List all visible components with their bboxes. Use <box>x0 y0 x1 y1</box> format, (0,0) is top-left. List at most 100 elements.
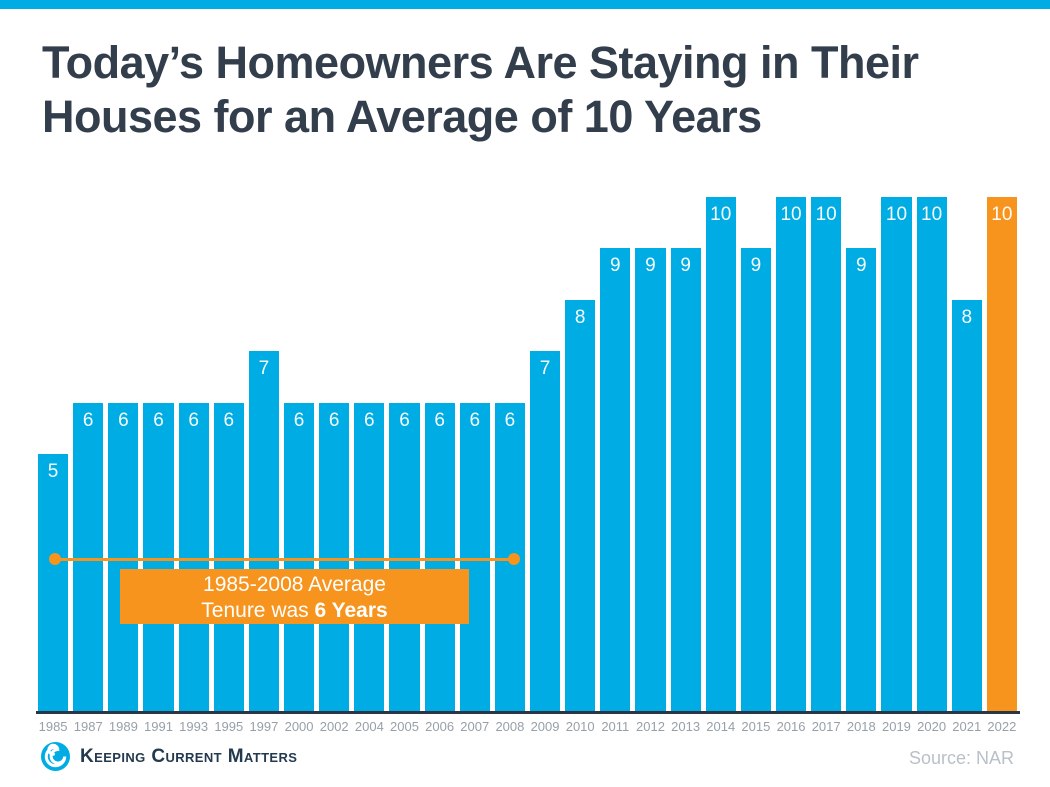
callout-line1: 1985-2008 Average <box>203 573 386 596</box>
bar-value-label: 5 <box>47 461 59 482</box>
span-line-start-dot <box>49 553 62 565</box>
bar-value-label: 10 <box>921 204 943 225</box>
x-tick-2002: 2002 <box>319 719 349 734</box>
x-tick-1997: 1997 <box>249 719 279 734</box>
average-tenure-span-line <box>49 553 521 565</box>
bar-value-label: 10 <box>991 204 1013 225</box>
bars-container: 5 6 6 6 6 6 7 6 6 6 6 6 6 6 7 8 9 9 9 10 9 10 10 9 10 10 8 10 <box>38 197 1017 711</box>
x-tick-2007: 2007 <box>460 719 490 734</box>
footer: Keeping Current Matters Source: NAR <box>0 737 1050 787</box>
bar-value-label: 7 <box>539 358 551 380</box>
bar-value-label: 9 <box>750 255 762 277</box>
bar-value-label: 10 <box>780 204 802 225</box>
average-tenure-callout: 1985-2008 Average Tenure was 6 Years <box>120 569 469 624</box>
x-tick-2020: 2020 <box>917 719 947 734</box>
bar-value-label: 6 <box>293 409 305 431</box>
x-tick-1993: 1993 <box>179 719 209 734</box>
bar-value-label: 10 <box>815 204 837 225</box>
kcm-swirl-icon <box>40 741 71 772</box>
x-tick-2004: 2004 <box>354 719 384 734</box>
bar-2013: 9 <box>670 248 701 711</box>
bar-2009: 7 <box>529 351 561 711</box>
x-tick-2018: 2018 <box>846 719 876 734</box>
bar-value-label: 6 <box>82 409 94 431</box>
bar-2022: 10 <box>986 197 1017 711</box>
chart-title-line2: Houses for an Average of 10 Years <box>42 91 762 142</box>
bar-1993: 6 <box>178 402 209 711</box>
bar-2007: 6 <box>459 402 490 711</box>
chart-title-line1: Today’s Homeowners Are Staying in Their <box>42 37 919 88</box>
x-tick-2011: 2011 <box>601 719 630 734</box>
bar-2005: 6 <box>389 402 420 711</box>
bar-2021: 8 <box>951 299 982 711</box>
x-axis-line <box>36 711 1020 714</box>
top-accent-bar <box>0 0 1050 9</box>
x-tick-2021: 2021 <box>952 719 982 734</box>
chart-title: Today’s Homeowners Are Staying in Their … <box>42 36 1022 144</box>
x-tick-2008: 2008 <box>495 719 525 734</box>
bar-value-label: 8 <box>961 306 973 328</box>
keeping-current-matters-logo: Keeping Current Matters <box>40 741 297 772</box>
bar-2000: 6 <box>283 402 315 711</box>
span-line-end-dot <box>508 553 521 565</box>
x-tick-2009: 2009 <box>530 719 560 734</box>
x-tick-2019: 2019 <box>881 719 911 734</box>
bar-value-label: 6 <box>188 409 199 431</box>
bar-value-label: 6 <box>153 409 164 431</box>
bar-2006: 6 <box>424 402 455 711</box>
bar-value-label: 9 <box>645 255 656 277</box>
x-tick-1995: 1995 <box>214 719 244 734</box>
bar-1989: 6 <box>108 402 139 711</box>
x-tick-2012: 2012 <box>636 719 665 734</box>
x-tick-2017: 2017 <box>811 719 841 734</box>
bar-2015: 9 <box>740 248 771 711</box>
bar-1991: 6 <box>143 402 174 711</box>
bar-value-label: 6 <box>118 409 129 431</box>
bar-2010: 8 <box>565 299 596 711</box>
bar-2019: 10 <box>881 197 912 711</box>
bar-value-label: 7 <box>258 358 270 380</box>
bar-value-label: 10 <box>710 204 732 225</box>
bar-chart: 5 6 6 6 6 6 7 6 6 6 6 6 6 6 7 8 9 9 9 10 9 10 10 9 10 10 8 10 1985 1… <box>36 197 1020 734</box>
bar-value-label: 6 <box>364 409 375 431</box>
bar-value-label: 6 <box>223 409 235 431</box>
bar-value-label: 6 <box>504 409 516 431</box>
x-tick-2015: 2015 <box>741 719 771 734</box>
bar-value-label: 6 <box>328 409 340 431</box>
x-tick-2022: 2022 <box>987 719 1017 734</box>
bar-value-label: 10 <box>885 204 908 225</box>
bar-value-label: 9 <box>610 255 621 277</box>
bar-1997: 7 <box>248 351 279 711</box>
x-tick-2016: 2016 <box>776 719 806 734</box>
bar-2014: 10 <box>705 197 736 711</box>
x-axis-labels: 1985 1987 1989 1991 1993 1995 1997 2000 2002 2004… <box>38 719 1017 734</box>
bar-value-label: 6 <box>469 409 481 431</box>
logo-text: Keeping Current Matters <box>80 745 298 767</box>
bar-value-label: 6 <box>434 409 445 431</box>
bar-2018: 9 <box>846 248 877 711</box>
bar-2016: 10 <box>775 197 807 711</box>
bar-value-label: 9 <box>856 255 867 277</box>
x-tick-1987: 1987 <box>73 719 103 734</box>
bar-2020: 10 <box>916 197 947 711</box>
bar-1985: 5 <box>38 454 69 711</box>
x-tick-2010: 2010 <box>565 719 595 734</box>
bar-value-label: 9 <box>680 255 691 277</box>
bar-2004: 6 <box>354 402 385 711</box>
x-tick-1985: 1985 <box>38 719 68 734</box>
callout-line2: Tenure was 6 Years <box>201 599 388 622</box>
x-tick-2013: 2013 <box>671 719 701 734</box>
bar-2011: 9 <box>600 248 631 711</box>
x-tick-1991: 1991 <box>144 719 173 734</box>
bar-value-label: 8 <box>574 306 586 328</box>
x-tick-2014: 2014 <box>706 719 736 734</box>
bar-1995: 6 <box>213 402 244 711</box>
bar-2012: 9 <box>635 248 666 711</box>
source-label: Source: NAR <box>908 748 1014 768</box>
bar-2002: 6 <box>319 402 350 711</box>
x-tick-2005: 2005 <box>390 719 419 734</box>
x-tick-2000: 2000 <box>284 719 314 734</box>
bar-1987: 6 <box>73 402 104 711</box>
x-tick-1989: 1989 <box>108 719 138 734</box>
x-tick-2006: 2006 <box>425 719 455 734</box>
